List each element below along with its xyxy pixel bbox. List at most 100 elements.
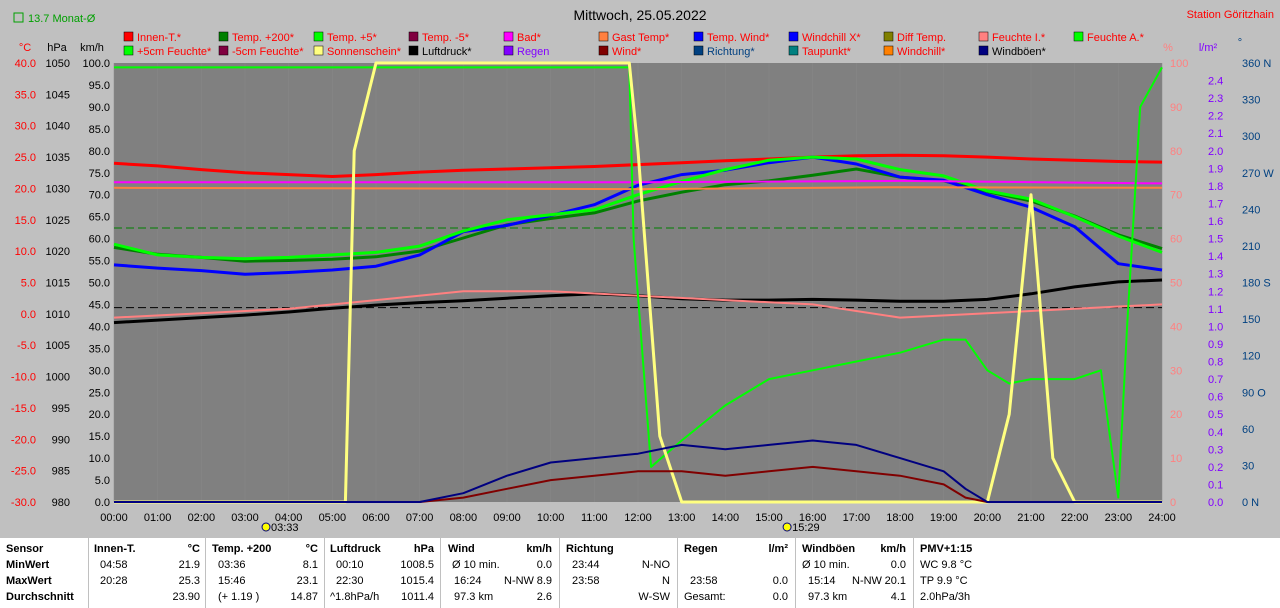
humidity-tick-label: 40 bbox=[1170, 321, 1182, 333]
x-tick-label: 12:00 bbox=[624, 512, 652, 524]
legend-item: Feuchte I.* bbox=[992, 32, 1046, 44]
wind-tick-label: 40.0 bbox=[89, 321, 110, 333]
stats-value: 23.1 bbox=[296, 575, 318, 587]
rain-tick-label: 1.8 bbox=[1208, 181, 1223, 193]
x-tick-label: 01:00 bbox=[144, 512, 172, 524]
wind-tick-label: 95.0 bbox=[89, 80, 110, 92]
stats-header: Temp. +200 bbox=[212, 543, 272, 555]
legend-item: Windböen* bbox=[992, 46, 1047, 58]
rain-tick-label: 0.8 bbox=[1208, 357, 1223, 369]
stats-col-sensor: Sensor MinWert MaxWert Durchschnitt bbox=[6, 538, 86, 608]
stats-col-innen: Innen-T. °C 04:58 21.9 20:28 25.3 23.90 bbox=[94, 538, 200, 608]
direction-tick-label: 90 O bbox=[1242, 387, 1266, 399]
x-tick-label: 11:00 bbox=[581, 512, 608, 524]
stats-header: Windböen bbox=[802, 543, 856, 555]
pressure-tick-label: 1035 bbox=[46, 152, 70, 164]
stats-col-luftdruck: Luftdruck hPa 00:10 1008.5 22:30 1015.4 ^1.… bbox=[330, 538, 434, 608]
stats-value: 8.9 bbox=[536, 575, 552, 587]
x-tick-label: 21:00 bbox=[1017, 512, 1045, 524]
stats-value: WC 9.8 °C bbox=[920, 559, 973, 571]
stats-time: 15:14 bbox=[808, 575, 836, 587]
wind-tick-label: 55.0 bbox=[89, 256, 110, 268]
legend-item: Diff Temp. bbox=[897, 32, 946, 44]
direction-tick-label: 330 bbox=[1242, 95, 1260, 107]
wind-tick-label: 65.0 bbox=[89, 212, 110, 224]
x-tick-label: 22:00 bbox=[1061, 512, 1089, 524]
wind-tick-label: 0.0 bbox=[95, 497, 110, 509]
temp-tick-label: -30.0 bbox=[11, 497, 36, 509]
rain-tick-label: 0.9 bbox=[1208, 339, 1223, 351]
rain-tick-label: 1.1 bbox=[1208, 304, 1223, 316]
stats-time: 22:30 bbox=[336, 575, 364, 587]
legend-item: +5cm Feuchte* bbox=[137, 46, 212, 58]
rain-tick-label: 0.0 bbox=[1208, 497, 1223, 509]
stats-panel: Sensor MinWert MaxWert Durchschnitt Inne… bbox=[0, 538, 1280, 608]
series-line bbox=[114, 61, 1162, 504]
legend-swatch bbox=[978, 45, 989, 56]
direction-tick-label: 120 bbox=[1242, 351, 1260, 363]
stats-value: 0.0 bbox=[536, 559, 552, 571]
stats-value: W-SW bbox=[638, 591, 670, 603]
series-line bbox=[114, 439, 1162, 503]
stats-time: ^1.8hPa/h bbox=[330, 591, 380, 603]
humidity-tick-label: 60 bbox=[1170, 234, 1182, 246]
legend-swatch bbox=[503, 45, 514, 56]
legend-swatch bbox=[693, 31, 704, 42]
legend-item: Feuchte A.* bbox=[1087, 32, 1145, 44]
chart-title: Mittwoch, 25.05.2022 bbox=[573, 7, 706, 23]
legend-item: -5cm Feuchte* bbox=[232, 46, 304, 58]
legend-swatch bbox=[598, 31, 609, 42]
legend-item: Windchill* bbox=[897, 46, 946, 58]
stats-value: 1011.4 bbox=[401, 591, 434, 603]
humidity-tick-label: 20 bbox=[1170, 409, 1182, 421]
series-line bbox=[113, 155, 1163, 276]
legend-item: Wind* bbox=[612, 46, 642, 58]
stats-col-richtung: Richtung 23:44 N-NO 23:58 N W-SW bbox=[566, 538, 670, 608]
x-tick-label: 17:00 bbox=[843, 512, 871, 524]
pressure-tick-label: 985 bbox=[52, 466, 70, 478]
pressure-tick-label: 1040 bbox=[46, 121, 70, 133]
direction-tick-label: 300 bbox=[1242, 131, 1260, 143]
rain-tick-label: 2.1 bbox=[1208, 128, 1223, 140]
direction-tick-label: 210 bbox=[1242, 241, 1260, 253]
stats-label: Durchschnitt bbox=[6, 591, 74, 603]
series-line bbox=[113, 186, 1163, 191]
wind-tick-label: 75.0 bbox=[89, 168, 110, 180]
rain-tick-label: 0.7 bbox=[1208, 374, 1223, 386]
stats-value: 8.1 bbox=[302, 559, 318, 571]
rain-axis-unit: l/m² bbox=[1199, 42, 1218, 54]
rain-tick-label: 1.6 bbox=[1208, 216, 1223, 228]
legend-item: Regen bbox=[517, 46, 549, 58]
pressure-tick-label: 1005 bbox=[46, 340, 70, 352]
sunset-icon bbox=[782, 522, 792, 532]
series-line bbox=[114, 66, 1163, 499]
rain-tick-label: 0.4 bbox=[1208, 427, 1223, 439]
pressure-tick-label: 1020 bbox=[46, 246, 70, 258]
x-tick-label: 20:00 bbox=[974, 512, 1002, 524]
stats-header: Luftdruck bbox=[330, 543, 381, 555]
rain-tick-label: 1.2 bbox=[1208, 286, 1223, 298]
monat-checkbox bbox=[13, 12, 24, 23]
rain-tick-label: 2.4 bbox=[1208, 76, 1223, 88]
rain-tick-label: 2.0 bbox=[1208, 146, 1223, 158]
legend-swatch bbox=[788, 45, 799, 56]
stats-unit: °C bbox=[305, 543, 318, 555]
x-tick-label: 18:00 bbox=[886, 512, 914, 524]
temp-tick-label: 35.0 bbox=[15, 89, 36, 101]
humidity-tick-label: 80 bbox=[1170, 146, 1182, 158]
pressure-tick-label: 1030 bbox=[46, 183, 70, 195]
x-tick-label: 13:00 bbox=[668, 512, 696, 524]
x-tick-label: 05:00 bbox=[319, 512, 347, 524]
legend-item: Luftdruck* bbox=[422, 46, 472, 58]
x-tick-label: 19:00 bbox=[930, 512, 958, 524]
stats-time: 23:44 bbox=[572, 559, 600, 571]
temp-tick-label: 40.0 bbox=[15, 58, 36, 70]
stats-header: Regen bbox=[684, 543, 718, 555]
wind-axis-unit: km/h bbox=[80, 42, 104, 54]
temp-tick-label: -25.0 bbox=[11, 466, 36, 478]
legend-swatch bbox=[883, 45, 894, 56]
humidity-tick-label: 30 bbox=[1170, 365, 1182, 377]
legend-item: Richtung* bbox=[707, 46, 755, 58]
direction-tick-label: 180 S bbox=[1242, 278, 1271, 290]
stats-unit: km/h bbox=[526, 543, 552, 555]
